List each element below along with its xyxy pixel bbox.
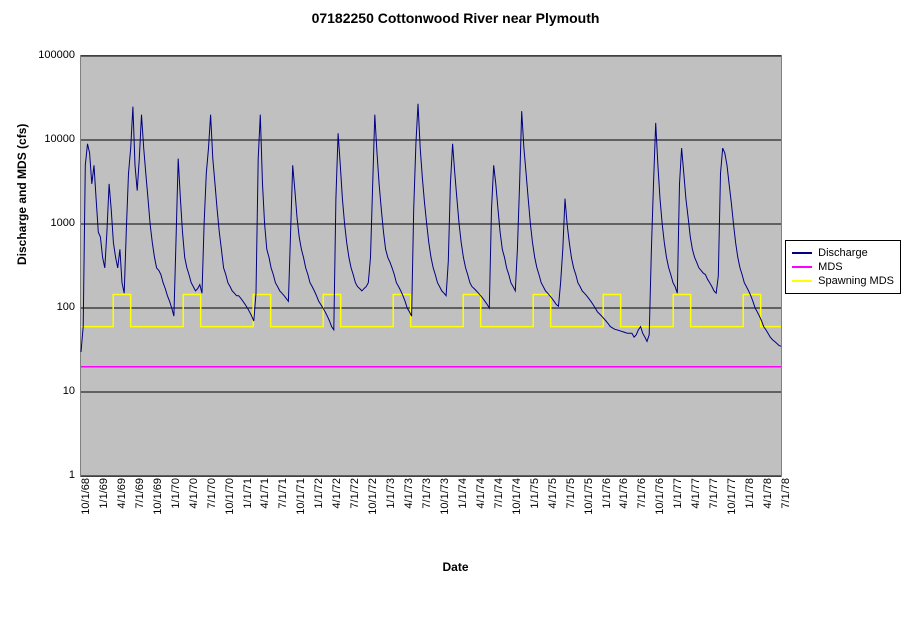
x-tick-label: 7/1/73 — [421, 478, 433, 509]
x-tick-label: 1/1/72 — [313, 478, 325, 509]
x-tick-label: 10/1/72 — [367, 478, 379, 515]
x-tick-label: 10/1/77 — [726, 478, 738, 515]
x-tick-label: 7/1/72 — [349, 478, 361, 509]
x-tick-label: 10/1/68 — [80, 478, 92, 515]
x-tick-label: 10/1/73 — [439, 478, 451, 515]
legend-label: Discharge — [818, 247, 868, 259]
x-tick-label: 1/1/71 — [242, 478, 254, 509]
y-tick-label: 10 — [63, 385, 75, 397]
y-tick-label: 10000 — [44, 133, 75, 145]
x-tick-label: 4/1/76 — [618, 478, 630, 509]
x-tick-label: 7/1/75 — [565, 478, 577, 509]
x-tick-label: 4/1/71 — [259, 478, 271, 509]
x-axis-ticks: 10/1/68 1/1/69 4/1/69 7/1/69 10/1/69 1/1/70 4/… — [80, 478, 780, 558]
x-tick-label: 4/1/78 — [762, 478, 774, 509]
x-tick-label: 7/1/78 — [780, 478, 792, 509]
x-tick-label: 4/1/69 — [116, 478, 128, 509]
y-axis-label: Discharge and MDS (cfs) — [15, 124, 29, 265]
x-tick-label: 7/1/70 — [206, 478, 218, 509]
y-tick-label: 1 — [69, 469, 75, 481]
x-tick-label: 4/1/74 — [475, 478, 487, 509]
x-tick-label: 1/1/74 — [457, 478, 469, 509]
legend-swatch — [792, 280, 812, 282]
plot-area — [80, 55, 782, 477]
x-tick-label: 4/1/70 — [188, 478, 200, 509]
y-tick-label: 100 — [57, 301, 75, 313]
x-tick-label: 7/1/76 — [636, 478, 648, 509]
y-tick-label: 100000 — [38, 49, 75, 61]
y-tick-label: 1000 — [51, 217, 75, 229]
x-tick-label: 1/1/70 — [170, 478, 182, 509]
legend-label: MDS — [818, 261, 842, 273]
x-tick-label: 10/1/76 — [654, 478, 666, 515]
legend-swatch — [792, 266, 812, 268]
x-tick-label: 1/1/69 — [98, 478, 110, 509]
plot-svg — [81, 56, 781, 476]
x-tick-label: 4/1/77 — [690, 478, 702, 509]
x-tick-label: 1/1/75 — [529, 478, 541, 509]
legend-item-spawning: Spawning MDS — [792, 275, 894, 287]
x-tick-label: 1/1/78 — [744, 478, 756, 509]
legend-swatch — [792, 252, 812, 254]
legend-item-discharge: Discharge — [792, 247, 894, 259]
x-axis-label: Date — [0, 560, 911, 574]
x-tick-label: 7/1/71 — [277, 478, 289, 509]
x-tick-label: 7/1/77 — [708, 478, 720, 509]
x-tick-label: 1/1/76 — [601, 478, 613, 509]
legend: Discharge MDS Spawning MDS — [785, 240, 901, 294]
x-tick-label: 10/1/70 — [224, 478, 236, 515]
x-tick-label: 7/1/69 — [134, 478, 146, 509]
x-tick-label: 4/1/72 — [331, 478, 343, 509]
x-tick-label: 4/1/75 — [547, 478, 559, 509]
x-tick-label: 7/1/74 — [493, 478, 505, 509]
x-tick-label: 10/1/69 — [152, 478, 164, 515]
legend-item-mds: MDS — [792, 261, 894, 273]
chart-container: 110100100010000100000 — [80, 55, 780, 475]
x-tick-label: 10/1/74 — [511, 478, 523, 515]
x-tick-label: 1/1/77 — [672, 478, 684, 509]
x-tick-label: 10/1/75 — [583, 478, 595, 515]
x-tick-label: 1/1/73 — [385, 478, 397, 509]
x-tick-label: 4/1/73 — [403, 478, 415, 509]
chart-title: 07182250 Cottonwood River near Plymouth — [0, 0, 911, 26]
x-tick-label: 10/1/71 — [295, 478, 307, 515]
legend-label: Spawning MDS — [818, 275, 894, 287]
